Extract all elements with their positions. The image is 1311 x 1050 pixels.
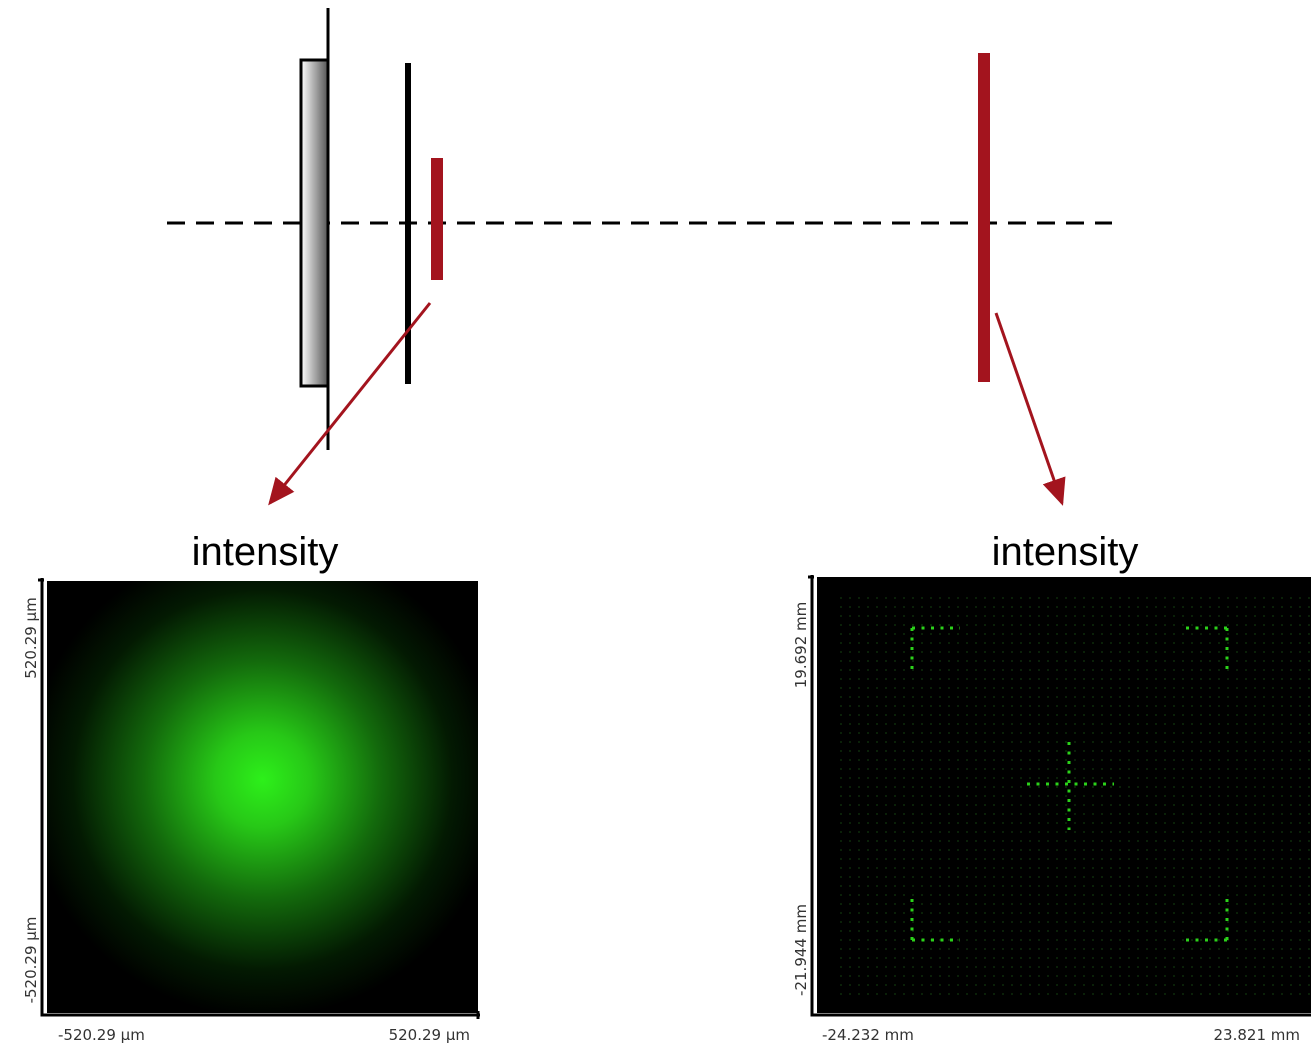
detector-far: [978, 53, 990, 382]
lens: [301, 60, 328, 386]
intensity-map: [47, 581, 478, 1013]
y-max-label: 19.692 mm: [792, 602, 810, 688]
diagram: intensity 520.29 µm -520.29 µm -520.29 µ…: [0, 0, 1311, 1050]
page: intensity 520.29 µm -520.29 µm -520.29 µ…: [0, 0, 1311, 1050]
arrow: [270, 303, 430, 503]
y-min-label: -520.29 µm: [22, 917, 40, 1004]
detector-near: [431, 158, 443, 280]
panel-title: intensity: [992, 530, 1139, 574]
x-max-label: 520.29 µm: [389, 1026, 470, 1044]
arrow: [996, 313, 1062, 503]
x-min-label: -24.232 mm: [822, 1026, 914, 1044]
x-max-label: 23.821 mm: [1214, 1026, 1300, 1044]
panel-title: intensity: [192, 530, 339, 574]
y-min-label: -21.944 mm: [792, 904, 810, 996]
x-min-label: -520.29 µm: [58, 1026, 145, 1044]
y-max-label: 520.29 µm: [22, 597, 40, 678]
